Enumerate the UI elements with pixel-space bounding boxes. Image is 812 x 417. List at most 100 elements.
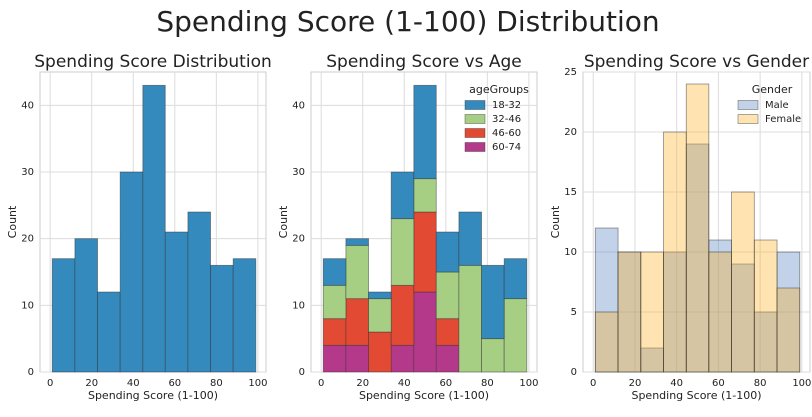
y-tick-label: 40	[292, 100, 305, 111]
legend-label: 60-74	[492, 142, 521, 153]
bar	[413, 211, 437, 293]
legend-title: ageGroups	[469, 83, 529, 96]
y-axis-label: Count	[549, 205, 562, 238]
x-tick-label: 80	[481, 378, 494, 389]
y-axis-label: Count	[6, 205, 19, 238]
bar	[503, 258, 528, 300]
legend-swatch	[464, 128, 486, 138]
bar	[390, 284, 415, 346]
x-tick-label: 20	[356, 378, 369, 389]
x-axis-label: Spending Score (1-100)	[631, 389, 761, 402]
bar	[413, 291, 437, 373]
bar	[119, 171, 144, 373]
x-tick-label: 40	[670, 378, 683, 389]
bar	[142, 84, 166, 373]
x-tick-label: 80	[210, 378, 223, 389]
y-tick-label: 25	[564, 67, 577, 78]
bar	[345, 244, 369, 300]
plot-area	[582, 71, 811, 373]
bar	[390, 171, 415, 220]
x-tick-label: 40	[127, 378, 140, 389]
x-tick-label: 60	[439, 378, 452, 389]
bar	[503, 298, 528, 373]
y-tick-label: 20	[292, 234, 305, 245]
bar	[413, 178, 437, 213]
bar	[708, 251, 732, 373]
x-tick-label: 0	[47, 378, 53, 389]
bar	[345, 344, 369, 373]
y-tick-label: 15	[564, 187, 577, 198]
legend-label: 46-60	[492, 128, 521, 139]
bar	[458, 211, 482, 266]
y-tick-label: 0	[28, 367, 34, 378]
x-axis-label: Spending Score (1-100)	[359, 389, 489, 402]
bar	[731, 191, 755, 373]
y-tick-label: 0	[571, 367, 577, 378]
figure-title: Spending Score (1-100) Distribution	[156, 5, 659, 38]
bar	[368, 331, 392, 373]
bar	[322, 344, 347, 373]
y-tick-label: 20	[564, 127, 577, 138]
bar	[435, 344, 460, 373]
bar	[458, 264, 482, 373]
subplot-title: Spending Score Distribution	[34, 52, 272, 72]
x-tick-label: 100	[519, 378, 538, 389]
legend-label: 32-46	[492, 114, 521, 125]
x-tick-label: 60	[168, 378, 181, 389]
legend-title: Gender	[752, 83, 793, 96]
bar	[322, 258, 347, 286]
legend-label: Male	[765, 100, 789, 111]
bar	[685, 83, 710, 373]
bar	[753, 239, 778, 373]
bar	[390, 218, 415, 286]
bar	[74, 238, 98, 373]
y-tick-label: 10	[292, 300, 305, 311]
legend-label: 18-32	[492, 100, 521, 111]
y-tick-label: 40	[21, 100, 34, 111]
legend-swatch	[464, 142, 486, 152]
x-tick-label: 0	[590, 378, 596, 389]
bar	[97, 291, 121, 373]
bar	[345, 298, 369, 346]
bar	[390, 344, 415, 373]
subplot-title: Spending Score vs Gender	[584, 52, 809, 72]
bar	[617, 251, 642, 373]
bar	[481, 338, 505, 373]
bar	[435, 231, 460, 273]
bar	[776, 287, 801, 373]
y-tick-label: 30	[21, 167, 34, 178]
subplot-title: Spending Score vs Age	[326, 52, 522, 72]
legend-swatch	[737, 114, 759, 124]
legend-label: Female	[765, 114, 801, 125]
bar	[164, 231, 189, 373]
bar	[368, 291, 392, 300]
bar	[640, 251, 664, 373]
y-tick-label: 0	[299, 367, 305, 378]
bar	[435, 271, 460, 320]
x-axis-label: Spending Score (1-100)	[88, 389, 218, 402]
y-tick-label: 5	[571, 307, 577, 318]
legend-swatch	[464, 114, 486, 124]
bar	[345, 238, 369, 246]
bar	[368, 298, 392, 333]
legend-swatch	[464, 100, 486, 110]
bar	[187, 211, 211, 373]
x-tick-label: 40	[398, 378, 411, 389]
bar	[51, 258, 76, 373]
y-tick-label: 20	[21, 234, 34, 245]
x-tick-label: 80	[754, 378, 767, 389]
bar	[210, 264, 234, 373]
bar	[594, 311, 619, 373]
bar	[322, 318, 347, 346]
legend-swatch	[737, 100, 759, 110]
x-tick-label: 100	[792, 378, 811, 389]
bar	[481, 264, 505, 340]
x-tick-label: 100	[248, 378, 267, 389]
y-tick-label: 10	[21, 300, 34, 311]
x-tick-label: 60	[712, 378, 725, 389]
bar	[663, 131, 687, 373]
y-tick-label: 30	[292, 167, 305, 178]
bar	[413, 84, 437, 180]
bar	[322, 284, 347, 320]
